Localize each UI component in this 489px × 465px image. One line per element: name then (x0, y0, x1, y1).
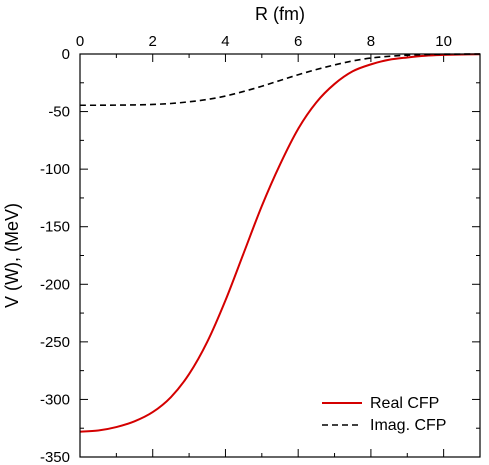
x-tick-label: 0 (76, 33, 84, 50)
x-tick-label: 2 (149, 33, 157, 50)
y-tick-label: -150 (40, 219, 70, 236)
legend-label-imag-cfp: Imag. CFP (370, 417, 446, 434)
legend-label-real-cfp: Real CFP (370, 395, 439, 412)
y-tick-label: -200 (40, 276, 70, 293)
plot-frame (79, 53, 481, 458)
x-tick-label: 10 (435, 33, 452, 50)
tick-labels: 0 2 4 6 8 10 0 -50 -100 -150 -200 -250 -300 -350 (40, 33, 452, 465)
x-axis-label: R (fm) (255, 4, 305, 24)
x-tick-label: 8 (367, 33, 375, 50)
legend: Real CFP Imag. CFP (322, 395, 446, 434)
x-tick-label: 4 (221, 33, 229, 50)
series-line-real-cfp (79, 53, 481, 433)
y-tick-label: 0 (62, 46, 70, 63)
y-tick-label: -250 (40, 334, 70, 351)
y-tick-label: -300 (40, 391, 70, 408)
y-tick-label: -50 (48, 104, 70, 121)
y-tick-label: -350 (40, 449, 70, 465)
y-tick-label: -100 (40, 161, 70, 178)
tick-marks (79, 53, 481, 458)
y-axis-label: V (W), (MeV) (2, 203, 22, 308)
series-layer (79, 53, 481, 433)
series-line-imag-cfp (79, 53, 481, 107)
x-tick-label: 6 (294, 33, 302, 50)
